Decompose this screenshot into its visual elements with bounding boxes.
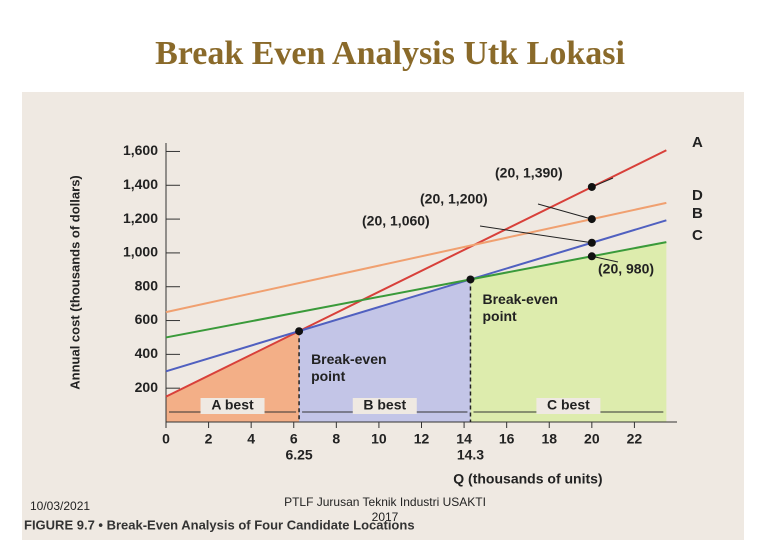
break-even-point [295, 327, 304, 336]
break-even-label: Break-even point [482, 291, 558, 325]
break-even-label-box: Break-even point [311, 351, 387, 385]
y-tick-label: 1,400 [123, 176, 158, 192]
y-tick-label: 1,600 [123, 142, 158, 158]
annotation-label: (20, 1,200) [420, 191, 488, 207]
plot: A best B best C best2004006008001,0001,200… [67, 134, 703, 487]
legend-label: B [692, 205, 703, 222]
region-fill [166, 331, 300, 422]
y-tick-label: 1,200 [123, 210, 158, 226]
slide-title: Break Even Analysis Utk Lokasi [155, 35, 625, 72]
x-tick-label: 18 [541, 431, 557, 447]
annotation-leader [479, 225, 592, 244]
region-fill [470, 242, 667, 422]
annotation-point [587, 252, 596, 261]
break-even-point [466, 275, 475, 284]
break-even-label: Break-even point [311, 351, 387, 385]
break-even-label-box: Break-even point [482, 291, 558, 325]
x-tick-label: 4 [247, 431, 255, 447]
region-label-bg [536, 398, 601, 414]
y-tick-label: 400 [135, 345, 159, 361]
region-fill [299, 279, 471, 422]
break-even-x-label: 14.3 [457, 447, 484, 463]
x-tick-label: 6 [290, 431, 298, 447]
annotation-point [587, 182, 596, 191]
annotation-point [587, 238, 596, 247]
x-tick-label: 16 [499, 431, 515, 447]
legend-label: A [692, 134, 703, 151]
region-label: A best [211, 397, 254, 413]
break-even-x-label: 6.25 [285, 447, 312, 463]
region-label: C best [547, 397, 590, 413]
y-tick-label: 200 [135, 379, 159, 395]
annotation-label: (20, 1,390) [495, 165, 563, 181]
y-tick-label: 800 [135, 277, 159, 293]
figure-caption: FIGURE 9.7 • Break-Even Analysis of Four… [24, 517, 415, 532]
x-tick-label: 2 [205, 431, 213, 447]
x-tick-label: 22 [627, 431, 643, 447]
legend-label: C [692, 227, 703, 244]
footer-date: 10/03/2021 [30, 499, 90, 513]
legend-label: D [692, 187, 703, 204]
x-tick-label: 14 [456, 431, 472, 447]
annotation-point [587, 215, 596, 224]
x-tick-label: 12 [414, 431, 430, 447]
y-tick-label: 600 [135, 311, 159, 327]
x-tick-label: 20 [584, 431, 600, 447]
region-label-bg [352, 398, 417, 414]
annotation-leader [591, 255, 619, 263]
x-axis-title: Q (thousands of units) [453, 471, 602, 487]
x-tick-label: 8 [332, 431, 340, 447]
footer-source: PTLF Jurusan Teknik Industri USAKTI 2017 [284, 495, 486, 524]
x-tick-label: 10 [371, 431, 387, 447]
region-label: B best [363, 397, 406, 413]
x-tick-label: 0 [162, 431, 170, 447]
annotation-leader [537, 203, 592, 220]
region-label-bg [200, 398, 265, 414]
annotation-label: (20, 980) [598, 261, 654, 277]
annotation-label: (20, 1,060) [362, 213, 430, 229]
y-tick-label: 1,000 [123, 244, 158, 260]
footer-source-box: PTLF Jurusan Teknik Industri USAKTI 2017 [284, 495, 486, 524]
y-axis-title: Annual cost (thousands of dollars) [67, 175, 82, 390]
